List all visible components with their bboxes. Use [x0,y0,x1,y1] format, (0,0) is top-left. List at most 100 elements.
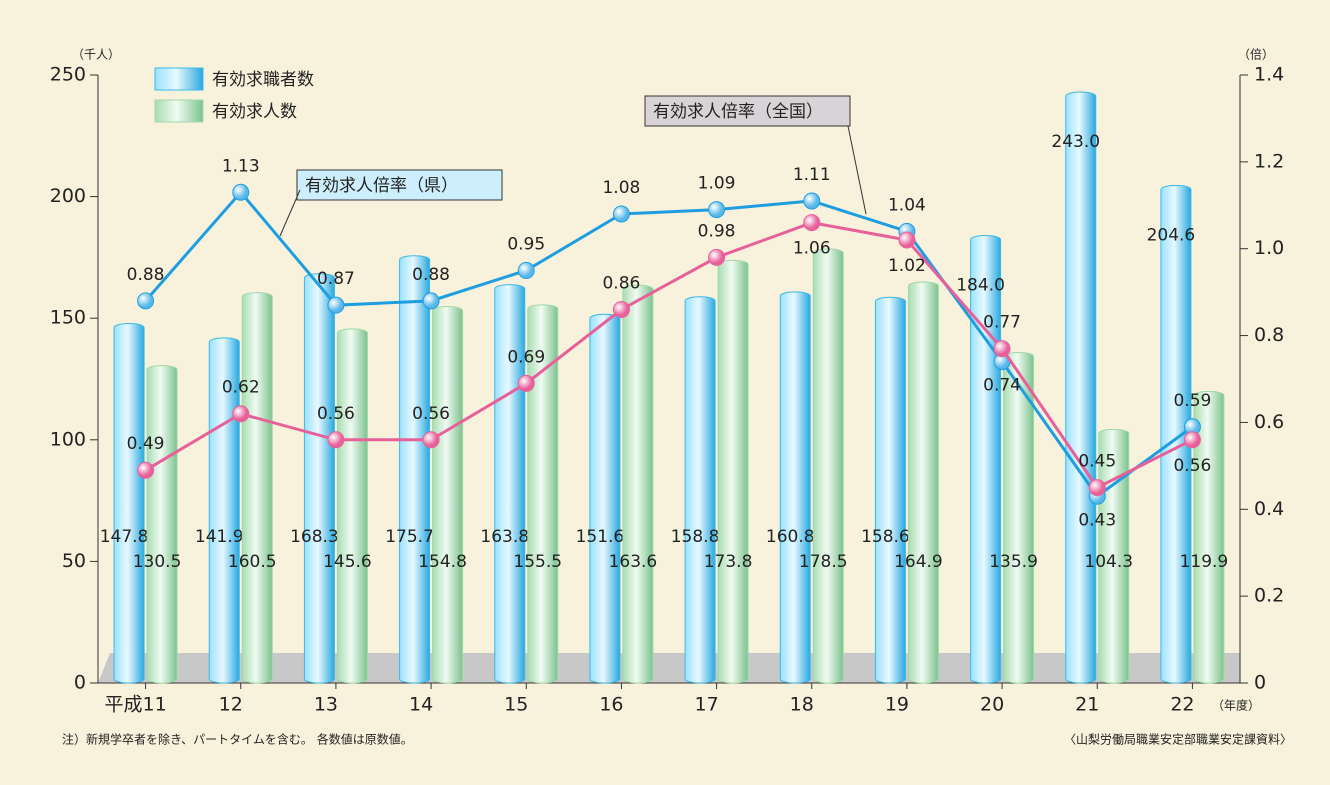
bar [303,273,335,684]
value-label: 135.9 [989,552,1038,572]
line [144,189,1194,499]
legend-swatch [154,67,204,91]
y2-tick-label: 0.6 [1254,411,1284,433]
value-label: 0.56 [317,404,355,424]
x-tick-label: 21 [1075,694,1099,716]
value-label: 178.5 [799,552,848,572]
value-label: 104.3 [1084,552,1133,572]
value-label: 119.9 [1180,552,1229,572]
value-label: 1.04 [888,195,926,215]
y-tick-label: 0 [74,672,86,694]
bar [684,296,716,684]
value-label: 0.88 [412,265,450,285]
legend-swatch [154,99,204,123]
bar [146,365,178,684]
bar [208,337,240,684]
x-tick-label: 13 [314,694,338,716]
point [708,201,726,219]
x-tick-label: 19 [885,694,909,716]
value-label: 0.49 [127,434,165,454]
value-label: 1.06 [793,239,831,259]
y2-tick-label: 0.2 [1254,585,1284,607]
x-axis-label: （年度） [1212,698,1260,713]
value-label: 0.56 [412,404,450,424]
point [327,296,345,314]
value-label: 1.08 [602,178,640,198]
value-label: 1.11 [793,165,831,185]
point [708,248,726,266]
y2-tick-label: 0.8 [1254,324,1284,346]
bar [432,306,464,684]
x-tick-label: 22 [1170,694,1194,716]
value-label: 0.69 [507,347,545,367]
value-label: 1.09 [698,174,736,194]
callout-label: 有効求人倍率（県） [305,176,458,196]
y2-tick-label: 1.0 [1254,237,1284,259]
value-label: 0.86 [602,274,640,294]
bar [812,248,844,684]
bar [874,296,906,684]
bar [970,235,1002,684]
point [803,192,821,210]
value-label: 160.8 [766,527,815,547]
y-tick-label: 100 [50,428,86,450]
y2-tick-label: 0 [1254,672,1266,694]
point [422,431,440,449]
value-label: 141.9 [195,527,244,547]
point [517,374,535,392]
bar [779,291,811,684]
line [144,221,1194,490]
value-label: 158.6 [861,527,910,547]
value-label: 0.45 [1078,452,1116,472]
value-label: 160.5 [228,552,277,572]
point [803,214,821,232]
bar [717,259,749,684]
callout-box [296,169,503,201]
callout-arrow [847,125,867,215]
value-label: 1.13 [222,156,260,176]
value-label: 168.3 [290,527,339,547]
value-label: 145.6 [323,552,372,572]
point [232,405,250,423]
x-tick-label: 12 [219,694,243,716]
value-label: 175.7 [385,527,434,547]
point [612,205,630,223]
value-label: 0.56 [1173,456,1211,476]
value-label: 1.02 [888,256,926,276]
bar [527,304,559,684]
bar [494,284,526,684]
bar [907,281,939,684]
point [612,301,630,319]
y-tick-label: 50 [62,550,86,572]
x-tick-label: 16 [599,694,623,716]
y2-tick-label: 0.4 [1254,498,1284,520]
value-label: 173.8 [704,552,753,572]
value-label: 164.9 [894,552,943,572]
x-tick-label: 平成11 [104,694,166,716]
bar [589,313,621,684]
point [993,340,1011,358]
legend-label: 有効求職者数 [212,70,314,90]
point [517,261,535,279]
value-label: 0.77 [983,313,1021,333]
value-label: 0.74 [983,376,1021,396]
x-tick-label: 14 [409,694,433,716]
value-label: 163.8 [480,527,529,547]
bar [1193,390,1225,684]
value-label: 151.6 [576,527,625,547]
value-label: 0.59 [1173,391,1211,411]
callout-box [644,95,851,127]
y2-tick-label: 1.4 [1254,64,1284,86]
point [1183,431,1201,449]
value-label: 0.88 [127,265,165,285]
value-label: 0.43 [1078,510,1116,530]
value-label: 130.5 [133,552,182,572]
bar [241,292,273,684]
x-tick-label: 15 [504,694,528,716]
bar [336,328,368,684]
legend-label: 有効求人数 [212,102,297,122]
point [898,231,916,249]
value-label: 0.98 [698,221,736,241]
bar [622,284,654,684]
source: 〈山梨労働局職業安定部職業安定課資料〉 [1064,732,1292,747]
